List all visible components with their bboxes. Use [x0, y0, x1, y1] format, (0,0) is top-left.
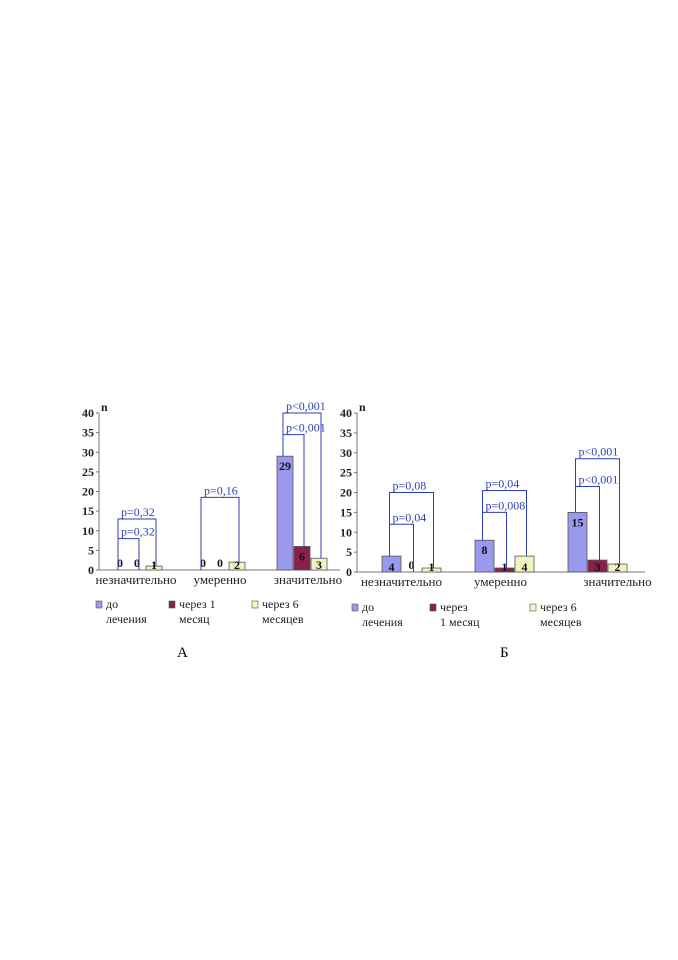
chart-b-bar — [474, 539, 495, 573]
chart-b-p-value-label: p=0,04 — [393, 510, 427, 524]
chart-a-legend-label: через 1 — [179, 597, 216, 611]
chart-b-bar-value-label: 4 — [522, 560, 528, 574]
chart-b-y-tick-label: 15 — [340, 505, 352, 519]
panel-caption-b: Б — [500, 645, 509, 661]
chart-b-legend-label: месяцев — [540, 615, 582, 629]
chart-b-bar — [514, 555, 535, 573]
chart-a-p-value-label: p=0,16 — [204, 483, 238, 497]
chart-b-legend-swatch — [529, 603, 537, 612]
chart-a-legend-swatch — [168, 600, 176, 609]
chart-panel-a: 0 5 10 15 20 25 30 35 40 n 0 0 29 0 0 6 1 2 3 незначительно… — [82, 395, 342, 640]
chart-b-y-axis-title: n — [359, 400, 366, 414]
chart-b-legend-label: до — [362, 600, 374, 614]
chart-b-significance-bracket — [482, 511, 507, 569]
chart-b-legend-swatch — [351, 603, 359, 612]
chart-b-y-tick-label: 40 — [340, 406, 352, 420]
chart-b-y-tick-label: 25 — [340, 466, 352, 480]
chart-b-y-tick-label: 20 — [340, 486, 352, 500]
chart-b-y-tick-label: 35 — [340, 426, 352, 440]
chart-b-bar-value-label: 2 — [615, 560, 621, 574]
chart-b-bar-value-label: 4 — [389, 560, 395, 574]
chart-b-p-value-label: p<0,001 — [579, 473, 619, 487]
chart-a-bar — [310, 557, 328, 571]
chart-a-legend-label: лечения — [106, 612, 147, 626]
chart-a-category-label: незначительно — [95, 572, 176, 587]
chart-a-bar-value-label: 0 — [217, 556, 223, 570]
chart-b-y-tick-label: 10 — [340, 525, 352, 539]
chart-b-bar-value-label: 0 — [409, 558, 415, 572]
chart-b-y-tick-label: 30 — [340, 446, 352, 460]
chart-a-p-value-label: p<0,001 — [286, 421, 326, 435]
chart-b-category-label: умеренно — [474, 574, 527, 589]
chart-a-bar-value-label: 0 — [200, 556, 206, 570]
chart-b-legend-label: лечения — [362, 615, 403, 629]
chart-b-category-label: незначительно — [361, 574, 442, 589]
chart-a-legend-swatch — [251, 600, 259, 609]
chart-b-legend-label: через — [440, 600, 468, 614]
chart-a-p-value-label: p=0,32 — [121, 525, 155, 539]
chart-b-legend-label: через 6 — [540, 600, 577, 614]
chart-b-bar-value-label: 1 — [429, 560, 435, 574]
chart-a-y-tick-label: 35 — [82, 426, 94, 440]
chart-b-significance-bracket — [575, 458, 620, 565]
chart-a-legend-label: месяц — [179, 612, 210, 626]
chart-b-p-value-label: p=0,08 — [393, 479, 427, 493]
chart-b-bar-value-label: 8 — [482, 543, 488, 557]
chart-b-bar-value-label: 15 — [572, 515, 584, 529]
chart-a-p-value-label: p=0,32 — [121, 505, 155, 519]
chart-b-bar — [587, 559, 608, 573]
chart-a-legend-label: через 6 — [262, 597, 299, 611]
chart-a-bar — [293, 546, 311, 571]
chart-a-bar-value-label: 0 — [117, 556, 123, 570]
chart-b-p-value-label: p=0,04 — [486, 477, 520, 491]
chart-a-legend-swatch — [95, 600, 103, 609]
chart-a-significance-bracket — [117, 538, 140, 570]
chart-a-bar-value-label: 2 — [234, 558, 240, 572]
panel-caption-a: А — [177, 645, 188, 661]
chart-a-bar — [228, 561, 246, 571]
chart-a-bar-value-label: 0 — [134, 556, 140, 570]
chart-b-legend-label: 1 месяц — [440, 615, 480, 629]
chart-a-y-tick-label: 25 — [82, 465, 94, 479]
chart-a-bar-value-label: 3 — [316, 558, 322, 572]
chart-b-legend-swatch — [429, 603, 437, 612]
chart-a-legend-label: до — [106, 597, 118, 611]
chart-a-significance-bracket — [282, 434, 305, 547]
chart-b-p-value-label: p<0,001 — [579, 445, 619, 459]
chart-a-y-tick-label: 5 — [88, 543, 94, 557]
chart-a-bar-value-label: 1 — [151, 558, 157, 572]
chart-b-y-tick-label: 0 — [346, 565, 352, 579]
chart-a-y-tick-label: 10 — [82, 524, 94, 538]
chart-b-bar — [567, 511, 588, 573]
chart-b-y-tick-label: 5 — [346, 545, 352, 559]
chart-b-significance-bracket — [575, 486, 600, 561]
chart-a-y-axis-title: n — [101, 400, 108, 414]
chart-a-p-value-label: p<0,001 — [286, 399, 326, 413]
chart-a-legend-label: месяцев — [262, 612, 304, 626]
chart-b-p-value-label: p=0,008 — [486, 498, 526, 512]
chart-a-category-label: умеренно — [193, 572, 246, 587]
chart-b-bar — [494, 567, 515, 573]
chart-b-bar — [421, 567, 442, 573]
chart-a-category-label: значительно — [274, 572, 342, 587]
chart-b-bar-value-label: 3 — [595, 560, 601, 574]
chart-a-y-tick-label: 40 — [82, 406, 94, 420]
chart-a-y-tick-label: 0 — [88, 563, 94, 577]
chart-a-y-tick-label: 15 — [82, 504, 94, 518]
chart-b-category-label: значительно — [583, 574, 651, 589]
chart-panel-b: 0 5 10 15 20 25 30 35 40 n 4 8 15 0 1 3 1 4 2 незначительно… — [340, 395, 652, 640]
chart-a-bar — [145, 565, 163, 571]
chart-b-bar — [381, 555, 402, 573]
chart-b-bar-value-label: 1 — [502, 560, 508, 574]
chart-a-bar-value-label: 29 — [279, 459, 291, 473]
chart-b-significance-bracket — [389, 523, 414, 572]
chart-b-bar — [607, 563, 628, 573]
chart-a-y-tick-label: 30 — [82, 445, 94, 459]
chart-a-y-tick-label: 20 — [82, 485, 94, 499]
chart-a-significance-bracket — [200, 496, 240, 570]
chart-a-bar-value-label: 6 — [299, 549, 305, 563]
chart-a-bar — [276, 455, 294, 571]
